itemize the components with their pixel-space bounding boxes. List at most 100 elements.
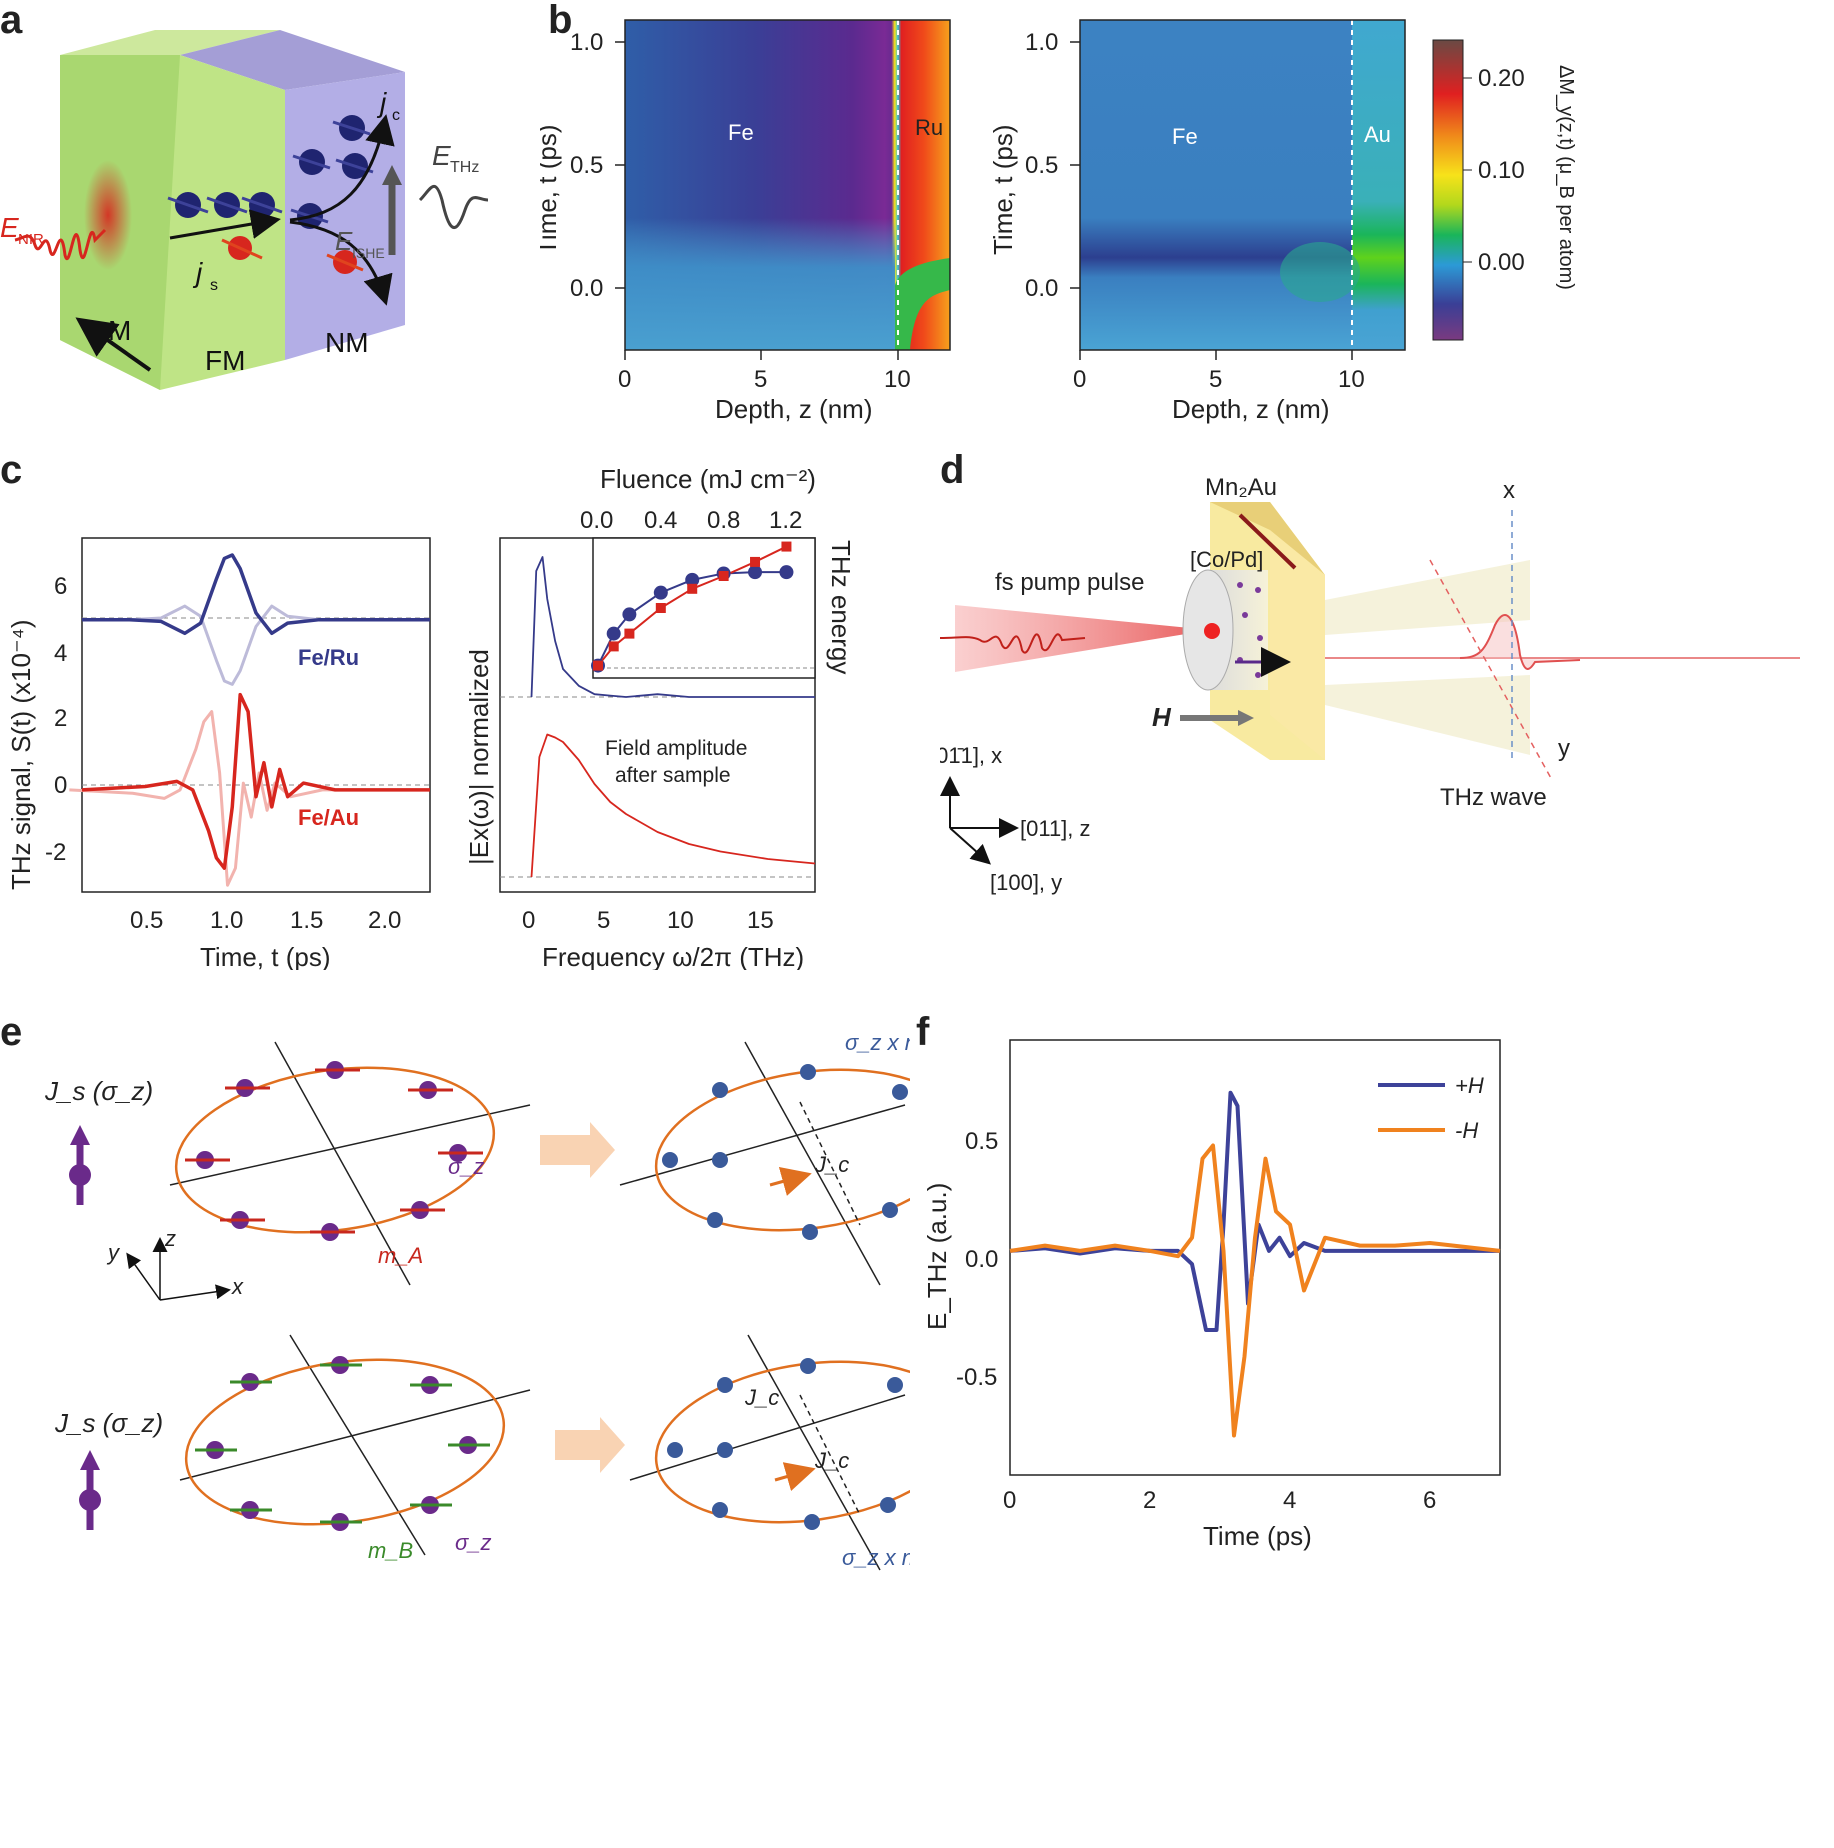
inset-red-point bbox=[624, 628, 635, 639]
colorbar-label: ΔM_y(z,t) (μ_B per atom) bbox=[1555, 65, 1577, 290]
e-jc-bottom-2: J_c bbox=[814, 1448, 849, 1473]
b-right-xtick-2: 5 bbox=[1209, 366, 1222, 393]
b-right-ytick-2: 0.5 bbox=[1025, 152, 1058, 179]
f-ytick-2: 0.0 bbox=[965, 1246, 998, 1273]
inset-red-point bbox=[718, 571, 729, 581]
c-left-yticks: 6 4 2 0 -2 bbox=[45, 573, 67, 866]
magnetization-arrow bbox=[75, 317, 152, 372]
eishe-label: E bbox=[335, 226, 353, 256]
e-axis-y-label: y bbox=[106, 1240, 121, 1265]
c-right-series bbox=[530, 556, 816, 878]
f-yticks: 0.5 0.0 -0.5 bbox=[956, 1128, 998, 1391]
c-fluence-tick-1: 0.0 bbox=[580, 507, 613, 534]
c-left-ylabel: THz signal, S(t) (x10⁻⁴) bbox=[6, 620, 36, 891]
c-fluence-tick-3: 0.8 bbox=[707, 507, 740, 534]
c-right-xtick-4: 15 bbox=[747, 907, 774, 934]
nir-pulse-icon bbox=[14, 228, 107, 260]
jc-sub: c bbox=[392, 107, 400, 124]
pump-pulse-icon bbox=[940, 633, 1086, 654]
e-axis-x-label: x bbox=[231, 1274, 244, 1299]
inset-navy-point bbox=[685, 572, 700, 587]
b-right-ytick-3: 0.0 bbox=[1025, 275, 1058, 302]
inset-navy-point bbox=[606, 626, 621, 641]
d-copd-label: [Co/Pd] bbox=[1190, 547, 1263, 572]
b-left-xtick-3: 10 bbox=[884, 366, 911, 393]
c-right-ylabel: |Ex(ω)| normalized bbox=[464, 649, 494, 865]
c-fluence-ticks: 0.0 0.4 0.8 1.2 bbox=[580, 507, 802, 534]
f-xtick-3: 4 bbox=[1283, 1487, 1296, 1514]
heatmap-fe-au bbox=[1080, 20, 1405, 350]
c-fluence-tick-2: 0.4 bbox=[644, 507, 677, 534]
e-sigma-bottom: σ_z bbox=[455, 1530, 492, 1555]
inset-red-point bbox=[655, 603, 666, 613]
e-axis-z-label: z bbox=[164, 1226, 176, 1251]
c-left-xtick-3: 1.5 bbox=[290, 907, 323, 934]
colorbar-tick-2: 0.10 bbox=[1478, 157, 1525, 184]
panel-letter-e: e bbox=[0, 1010, 23, 1054]
e-js-bottom: J_s (σ_z) bbox=[54, 1408, 163, 1438]
e-ring-bottom-right bbox=[629, 1334, 910, 1571]
ethz-label: E bbox=[432, 140, 451, 171]
f-legend-minus-h: -H bbox=[1455, 1118, 1478, 1143]
f-xtick-4: 6 bbox=[1423, 1487, 1436, 1514]
e-axis-y bbox=[126, 1252, 161, 1301]
thz-output-pulse bbox=[1459, 614, 1581, 670]
e-ring-top-right bbox=[619, 1041, 910, 1286]
b-right-xtick-3: 10 bbox=[1338, 366, 1365, 393]
inset-red-point bbox=[687, 583, 698, 594]
inset-navy-point bbox=[653, 585, 668, 600]
d-h-label: H bbox=[1152, 702, 1172, 732]
c-right-xtick-2: 5 bbox=[597, 907, 610, 934]
f-legend-plus-h: +H bbox=[1455, 1073, 1484, 1098]
c-fluence-tick-4: 1.2 bbox=[769, 507, 802, 534]
c-label-fe-au: Fe/Au bbox=[298, 805, 359, 830]
f-xlabel: Time (ps) bbox=[1203, 1521, 1312, 1551]
b-left-region2: Ru bbox=[915, 115, 943, 140]
inset-red-point bbox=[750, 556, 761, 567]
c-right-xtick-1: 0 bbox=[522, 907, 535, 934]
d-axis-y-label: [100], y bbox=[990, 870, 1062, 895]
c-left-ytick-3: 2 bbox=[54, 705, 67, 732]
d-axis-x-label: [01̄1], x bbox=[940, 743, 1002, 768]
js-label: j bbox=[192, 257, 203, 288]
panel-b: Fe Ru 1.0 0.5 0.0 0 5 10 Depth, z (nm) T… bbox=[540, 19, 1577, 424]
inset-navy-point bbox=[779, 565, 794, 580]
f-xticks: 0 2 4 6 bbox=[1003, 1487, 1436, 1514]
inset-red-point bbox=[781, 541, 792, 552]
colorbar-tick-1: 0.20 bbox=[1478, 65, 1525, 92]
e-cross-top: σ_z x n bbox=[845, 1030, 910, 1055]
d-axis-y-arrow bbox=[949, 827, 991, 865]
fe-au-spectrum-line bbox=[530, 733, 816, 878]
c-left-ytick-5: -2 bbox=[45, 839, 66, 866]
e-mb-label: m_B bbox=[368, 1538, 413, 1563]
js-sub: s bbox=[210, 277, 218, 294]
b-left-yticks: 1.0 0.5 0.0 bbox=[570, 29, 625, 302]
b-right-ytick-1: 1.0 bbox=[1025, 29, 1058, 56]
c-left-xtick-4: 2.0 bbox=[368, 907, 401, 934]
fm-label: FM bbox=[205, 345, 245, 376]
b-left-ylabel: Time, t (ps) bbox=[540, 125, 562, 255]
panel-letter-c: c bbox=[0, 448, 23, 492]
b-left-ytick-3: 0.0 bbox=[570, 275, 603, 302]
colorbar bbox=[1432, 39, 1464, 341]
f-ylabel: E_THz (a.u.) bbox=[922, 1183, 952, 1330]
e-transition-arrow-top bbox=[540, 1122, 615, 1178]
enir-sub: NIR bbox=[18, 231, 44, 248]
b-right-region1: Fe bbox=[1172, 124, 1198, 149]
panel-c: Fe/Ru Fe/Au 6 4 2 0 -2 0.5 1.0 1.5 2.0 T… bbox=[6, 464, 856, 970]
b-right-region2: Au bbox=[1364, 122, 1391, 147]
b-left-ytick-2: 0.5 bbox=[570, 152, 603, 179]
f-series bbox=[1009, 1090, 1501, 1438]
c-left-xtick-1: 0.5 bbox=[130, 907, 163, 934]
enir-label: E bbox=[0, 212, 19, 243]
d-axis-z-label: [011], z bbox=[1020, 816, 1091, 841]
inset-red-point bbox=[593, 660, 603, 671]
b-right-xtick-1: 0 bbox=[1073, 366, 1086, 393]
e-transition-arrow-bottom bbox=[555, 1417, 625, 1473]
c-left-ytick-4: 0 bbox=[54, 772, 67, 799]
c-annotation-2: after sample bbox=[615, 764, 731, 787]
b-left-xtick-2: 5 bbox=[754, 366, 767, 393]
jc-arrow-up bbox=[289, 114, 395, 222]
c-left-xtick-2: 1.0 bbox=[210, 907, 243, 934]
c-inset-label: THz energy bbox=[826, 540, 856, 674]
